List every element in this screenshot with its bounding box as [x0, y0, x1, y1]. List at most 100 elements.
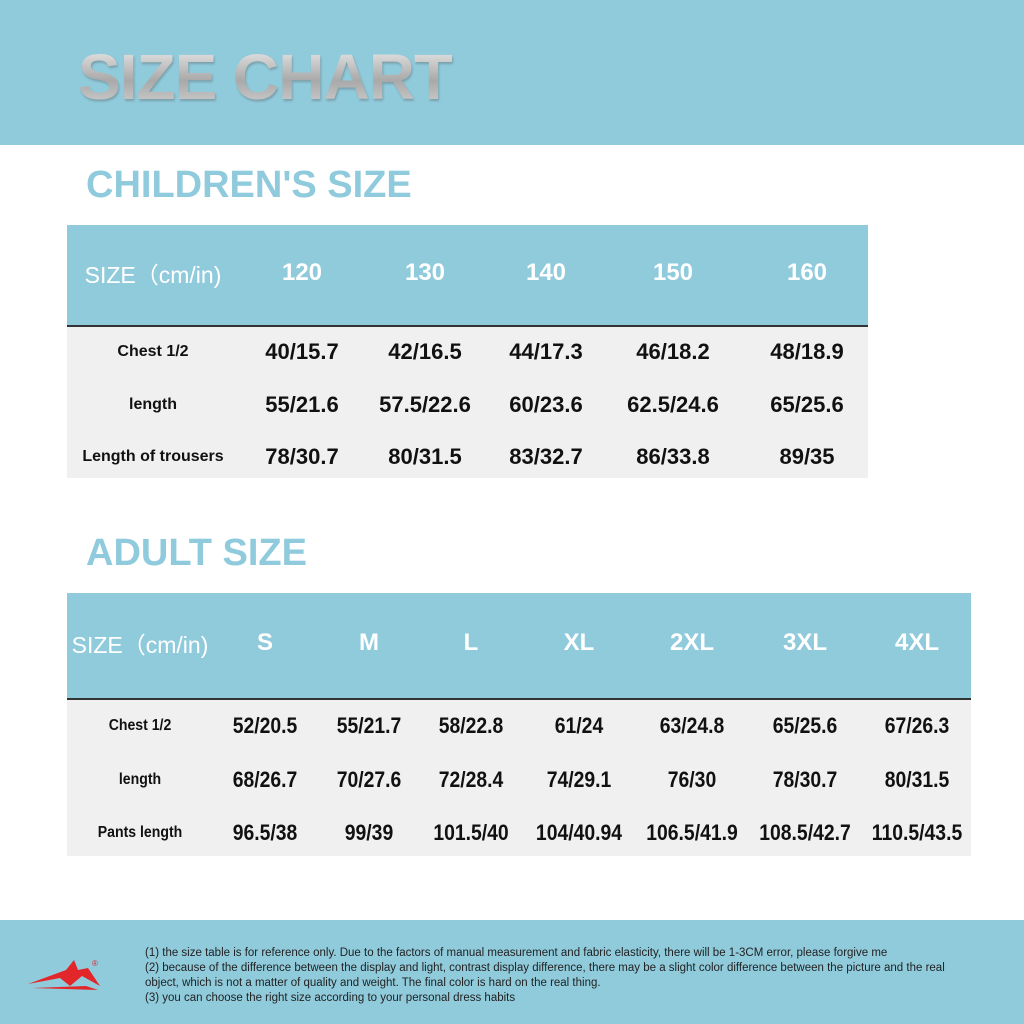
cell-text: 46/18.2 [636, 339, 710, 364]
cell-text: 42/16.5 [388, 339, 462, 364]
table-body [67, 700, 971, 856]
cell-text: 48/18.9 [770, 339, 844, 364]
measurement: 60/23.6 [509, 392, 582, 418]
section-title: ADULT SIZE [86, 532, 307, 574]
cell-text: 76/30 [667, 767, 717, 792]
cell-text: 106.5/41.9 [646, 820, 738, 845]
measurement: 48/18.9 [770, 339, 843, 365]
size-header: 140 [525, 259, 567, 286]
cell-text: 63/24.8 [659, 713, 725, 738]
footer-band [0, 920, 1024, 1024]
cell-text: length [118, 771, 162, 788]
size-header: L [463, 629, 479, 657]
page-title: SIZE CHART [78, 41, 453, 113]
cell-text: 86/33.8 [636, 444, 710, 469]
cell-text: 44/17.3 [509, 339, 583, 364]
cell-text: Pants length [97, 824, 183, 841]
cell-text: 55/21.6 [265, 392, 339, 417]
size-header: 3XL [782, 629, 828, 657]
cell-text: 62.5/24.6 [627, 392, 719, 417]
size-header: 4XL [894, 629, 940, 657]
note: (1) the size table is for reference only… [145, 947, 888, 959]
measurement: 63/24.8 [655, 713, 728, 739]
header-rule [67, 325, 868, 327]
size-unit-header: SIZE（cm/in) [71, 632, 209, 659]
measurement: 78/30.7 [265, 444, 338, 470]
measurement: 55/21.7 [332, 713, 405, 739]
size-table: SIZE（cm/in) S M L XL 2XL 3XL 4XL Chest 1/2 52/20.… [67, 593, 971, 856]
cell-text: 78/30.7 [265, 444, 339, 469]
cell-text: 55/21.7 [336, 713, 402, 738]
size-header: 2XL [669, 629, 715, 657]
note: (3) you can choose the right size accord… [145, 992, 516, 1004]
cell-text: Chest 1/2 [108, 717, 172, 734]
measurement: 110.5/43.5 [866, 820, 969, 846]
table-body [67, 327, 868, 478]
logo: ® [28, 959, 100, 990]
size-header: M [359, 629, 379, 657]
cell-text: 60/23.6 [509, 392, 583, 417]
measurement: 80/31.5 [880, 767, 953, 793]
header-band [0, 0, 1024, 145]
cell-text: 78/30.7 [772, 767, 838, 792]
measurement: 74/29.1 [542, 767, 615, 793]
table-header-band [67, 593, 971, 698]
cell-text: 74/29.1 [546, 767, 612, 792]
measurement: 83/32.7 [509, 444, 582, 470]
cell-text: 83/32.7 [509, 444, 583, 469]
size-table: SIZE（cm/in) 120 130 140 150 160 Chest 1/2 40/15… [67, 225, 868, 478]
note: (2) because of the difference between th… [145, 962, 945, 989]
size-header: 160 [786, 259, 828, 286]
measurement: 58/22.8 [434, 713, 507, 739]
measurement: 67/26.3 [880, 713, 953, 739]
logo-swoosh [32, 986, 98, 990]
cell-text: 89/35 [779, 444, 835, 469]
measurement: 101.5/40 [428, 820, 514, 846]
measurement: 70/27.6 [332, 767, 405, 793]
header-rule [67, 698, 971, 700]
row-label: length [116, 771, 164, 789]
cell-text: 110.5/43.5 [871, 820, 963, 845]
cell-text: 40/15.7 [265, 339, 339, 364]
table-header-band [67, 225, 868, 325]
cell-text: 99/39 [344, 820, 394, 845]
measurement: 80/31.5 [388, 444, 461, 470]
cell-text: 61/24 [554, 713, 604, 738]
measurement: 99/39 [341, 820, 396, 846]
measurement: 104/40.94 [530, 820, 628, 846]
size-header: 150 [652, 259, 694, 286]
measurement: 44/17.3 [509, 339, 582, 365]
measurement: 89/35 [779, 444, 834, 470]
cell-text: 52/20.5 [232, 713, 298, 738]
cell-text: Length of trousers [82, 448, 224, 465]
cell-text: 80/31.5 [388, 444, 462, 469]
cell-text: 57.5/22.6 [379, 392, 471, 417]
notes: (1) the size table is for reference only… [145, 946, 975, 1006]
measurement: 40/15.7 [265, 339, 338, 365]
measurement: 86/33.8 [636, 444, 709, 470]
cell-text: 108.5/42.7 [759, 820, 851, 845]
cell-text: 65/25.6 [770, 392, 844, 417]
measurement: 72/28.4 [434, 767, 507, 793]
size-header: XL [563, 629, 595, 657]
cell-text: 65/25.6 [772, 713, 838, 738]
measurement: 106.5/41.9 [640, 820, 744, 846]
measurement: 96.5/38 [228, 820, 301, 846]
logo-shape [28, 960, 100, 986]
measurement: 42/16.5 [388, 339, 461, 365]
row-label: Chest 1/2 [117, 343, 188, 361]
cell-text: Chest 1/2 [117, 343, 189, 360]
cell-text: 96.5/38 [232, 820, 298, 845]
cell-text: 67/26.3 [884, 713, 950, 738]
cell-text: 80/31.5 [884, 767, 950, 792]
measurement: 46/18.2 [636, 339, 709, 365]
measurement: 65/25.6 [768, 713, 841, 739]
cell-text: length [129, 396, 177, 413]
measurement: 61/24 [551, 713, 606, 739]
size-header: 130 [404, 259, 446, 286]
measurement: 57.5/22.6 [379, 392, 471, 418]
cell-text: 104/40.94 [535, 820, 623, 845]
cell-text: 70/27.6 [336, 767, 402, 792]
row-label: Chest 1/2 [104, 717, 175, 735]
